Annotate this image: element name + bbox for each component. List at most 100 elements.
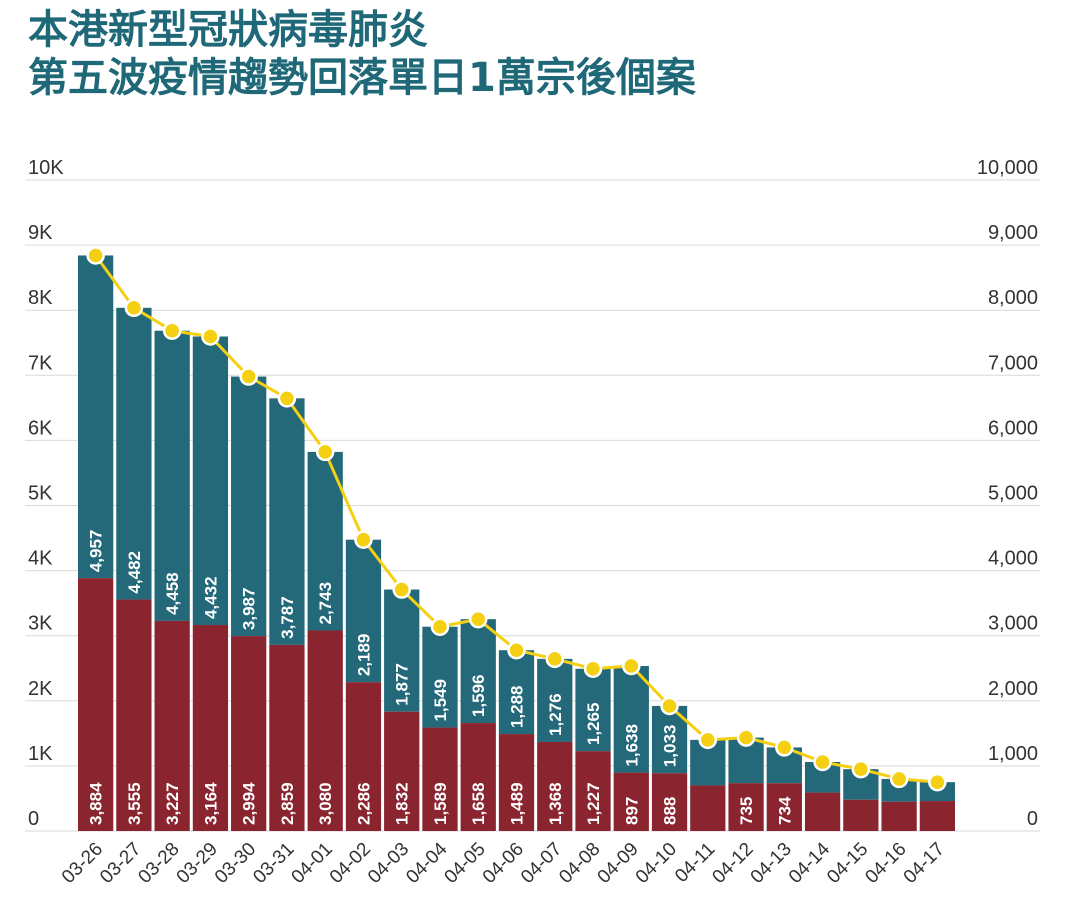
bar-value-label-bottom: 2,994 xyxy=(240,782,259,825)
x-tick-label: 04-10 xyxy=(632,839,681,888)
x-tick-label: 04-14 xyxy=(785,838,835,888)
y-right-tick-label: 4,000 xyxy=(988,548,1038,570)
y-right-tick-label: 5,000 xyxy=(988,483,1038,505)
x-tick-label: 04-02 xyxy=(326,839,375,888)
bar-value-label-bottom: 1,368 xyxy=(546,782,565,825)
bar-segment-top xyxy=(345,539,382,683)
x-tick-label: 04-09 xyxy=(594,839,643,888)
trend-point xyxy=(392,580,411,599)
bar-value-label-top: 1,276 xyxy=(546,693,565,736)
bar-segment-top xyxy=(919,782,955,802)
bar-segment-bottom xyxy=(231,636,267,831)
bar-segment-bottom xyxy=(843,799,879,831)
bar-segment-top xyxy=(460,619,496,724)
trend-point xyxy=(162,321,182,340)
bar-value-label-top: 4,458 xyxy=(163,572,182,615)
bar-value-label-bottom: 3,164 xyxy=(201,782,220,825)
x-tick-label: 04-13 xyxy=(747,839,796,888)
trend-point xyxy=(507,640,526,660)
bar-value-label-top: 1,549 xyxy=(431,679,450,722)
bar-value-label-bottom: 1,658 xyxy=(469,782,488,825)
y-left-tick-label: 6K xyxy=(28,417,53,439)
bar-segment-top xyxy=(78,255,114,579)
bar-segment-top xyxy=(613,665,649,773)
bar-segment-bottom xyxy=(460,723,496,831)
bar-value-label-bottom: 888 xyxy=(661,797,680,825)
trend-point xyxy=(430,617,450,636)
trend-point xyxy=(354,530,373,549)
bar-segment-bottom xyxy=(881,801,917,831)
y-axis-right: 0 1,000 2,000 3,000 4,000 5,000 6,000 7,000 8,00… xyxy=(977,157,1038,830)
x-tick-label: 04-16 xyxy=(861,839,910,888)
y-right-tick-label: 2,000 xyxy=(988,678,1038,700)
x-tick-label: 04-06 xyxy=(479,839,528,888)
bar-segment-top xyxy=(422,626,458,728)
trend-point xyxy=(889,769,909,789)
y-left-tick-label: 9K xyxy=(28,222,53,244)
x-tick-label: 04-08 xyxy=(555,839,604,888)
x-tick-label: 03-29 xyxy=(173,839,222,888)
bar-value-label-top: 1,288 xyxy=(508,686,527,729)
bar-segment-bottom xyxy=(804,792,841,831)
y-left-tick-label: 3K xyxy=(28,613,53,635)
trend-point xyxy=(928,772,947,792)
bar-segment-top xyxy=(881,778,917,802)
bar-value-label-bottom: 2,859 xyxy=(278,782,297,825)
bar-value-label-bottom: 1,589 xyxy=(431,782,450,825)
trend-point xyxy=(775,738,794,757)
x-tick-label: 04-17 xyxy=(900,839,949,888)
bar-segment-top xyxy=(192,336,229,626)
bar-segment-bottom xyxy=(154,620,190,831)
bar-segment-bottom xyxy=(766,783,802,831)
y-right-tick-label: 1,000 xyxy=(988,743,1038,765)
bar-value-label-bottom: 3,080 xyxy=(316,782,335,825)
bar-segment-bottom xyxy=(384,711,420,831)
bar-value-label-bottom: 3,884 xyxy=(87,782,106,825)
y-right-tick-label: 3,000 xyxy=(988,613,1038,635)
bar-segment-bottom xyxy=(307,630,343,831)
bar-labels: 3,884 4,957 3,555 4,482 3,227 4,458 3,164 4,432… xyxy=(87,530,795,825)
trend-point xyxy=(622,656,641,676)
y-left-tick-label: 8K xyxy=(28,287,53,309)
bar-value-label-bottom: 2,286 xyxy=(354,782,373,825)
bar-value-label-bottom: 1,489 xyxy=(508,782,527,825)
y-left-tick-label: 10K xyxy=(28,157,64,179)
trend-point xyxy=(277,389,297,408)
x-tick-label: 04-12 xyxy=(708,839,757,888)
bar-segment-top xyxy=(384,589,420,712)
y-right-tick-label: 7,000 xyxy=(988,352,1038,374)
y-axis-left: 0 1K 2K 3K 4K 5K 6K 7K 8K 9K 10K xyxy=(28,157,64,830)
y-left-tick-label: 2K xyxy=(28,678,53,700)
bar-value-label-bottom: 734 xyxy=(775,796,794,825)
x-tick-label: 04-04 xyxy=(402,838,452,888)
bar-segment-bottom xyxy=(422,727,458,831)
y-left-tick-label: 0 xyxy=(28,808,39,830)
y-right-tick-label: 10,000 xyxy=(977,157,1038,179)
x-axis: 03-2603-2703-2803-2903-3003-3104-0104-02… xyxy=(58,838,949,888)
chart-title-line2: 第五波疫情趨勢回落單日1萬宗後個案 xyxy=(28,55,696,101)
bar-value-label-bottom: 1,227 xyxy=(584,782,603,825)
trend-point xyxy=(86,246,105,265)
x-tick-label: 04-01 xyxy=(288,839,337,888)
bar-segment-bottom xyxy=(613,772,649,831)
bar-segment-bottom xyxy=(345,682,382,831)
x-tick-label: 03-30 xyxy=(211,839,260,888)
bar-value-label-bottom: 1,832 xyxy=(393,782,412,825)
x-tick-label: 04-15 xyxy=(823,839,872,888)
y-right-tick-label: 8,000 xyxy=(988,287,1038,309)
bar-segment-top xyxy=(231,376,267,637)
bar-segment-bottom xyxy=(690,785,726,831)
bar-value-label-top: 3,787 xyxy=(278,596,297,639)
trend-point xyxy=(813,752,832,772)
bar-segment-top xyxy=(116,307,152,600)
bar-value-label-top: 1,596 xyxy=(469,675,488,718)
bar-segment-bottom xyxy=(919,801,955,831)
chart-title-line1: 本港新型冠狀病毒肺炎 xyxy=(28,7,428,53)
bar-value-label-top: 1,033 xyxy=(661,725,680,768)
bar-value-label-top: 4,482 xyxy=(125,551,144,594)
bar-segment-bottom xyxy=(116,599,152,831)
trend-point xyxy=(201,327,220,346)
trend-point xyxy=(545,649,565,669)
bar-segment-top xyxy=(154,330,190,621)
